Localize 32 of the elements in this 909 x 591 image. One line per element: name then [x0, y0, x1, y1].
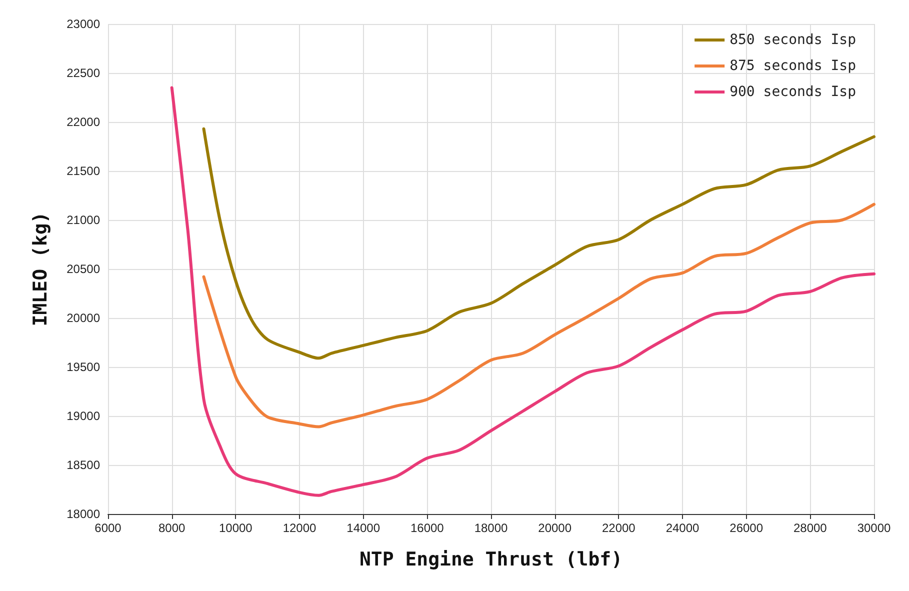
x-tick-label: 18000 — [474, 521, 508, 535]
x-tick-label: 14000 — [346, 521, 380, 535]
x-tick-label: 28000 — [793, 521, 828, 535]
x-tick-label: 24000 — [666, 521, 700, 535]
line-series — [202, 127, 876, 360]
y-tick-label: 21000 — [66, 213, 100, 227]
x-tick-label: 8000 — [158, 521, 186, 535]
x-tick-label: 20000 — [538, 521, 572, 535]
legend-label: 900 seconds Isp — [730, 84, 856, 100]
y-tick-label: 19500 — [66, 360, 100, 374]
y-tick-label: 22000 — [66, 115, 100, 129]
y-tick-label: 18000 — [66, 507, 100, 521]
y-tick-label: 20000 — [66, 311, 100, 325]
y-tick-label: 21500 — [66, 164, 100, 178]
y-tick-label: 18500 — [66, 458, 100, 472]
y-tick-label: 22500 — [66, 66, 100, 80]
x-tick-label: 10000 — [218, 521, 253, 535]
y-tick-label: 20500 — [66, 262, 100, 276]
line-series — [170, 86, 876, 497]
y-tick-label: 19000 — [66, 409, 100, 423]
x-tick-label: 16000 — [410, 521, 444, 535]
line-series — [202, 202, 876, 428]
legend-label: 875 seconds Isp — [730, 58, 856, 74]
x-tick-label: 22000 — [602, 521, 636, 535]
x-tick-label: 12000 — [282, 521, 317, 535]
x-tick-label: 26000 — [730, 521, 764, 535]
y-tick-label: 23000 — [66, 17, 100, 31]
y-axis-title: IMLEO (kg) — [30, 212, 52, 326]
x-tick-label: 30000 — [857, 521, 892, 535]
x-tick-label: 6000 — [94, 521, 122, 535]
legend-label: 850 seconds Isp — [730, 32, 856, 48]
x-axis-title: NTP Engine Thrust (lbf) — [359, 548, 623, 570]
